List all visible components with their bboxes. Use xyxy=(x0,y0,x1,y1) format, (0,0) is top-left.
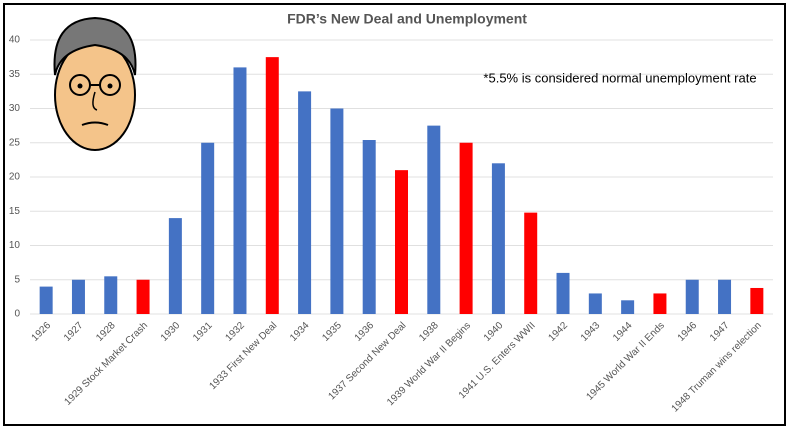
y-tick-label: 30 xyxy=(9,103,21,114)
chart-title: FDR’s New Deal and Unemployment xyxy=(287,11,527,27)
y-tick-label: 5 xyxy=(14,274,20,285)
bar xyxy=(459,142,473,314)
bar xyxy=(750,287,764,314)
y-tick-label: 25 xyxy=(9,137,21,148)
bar xyxy=(71,279,85,314)
bar xyxy=(395,170,408,314)
bar xyxy=(556,272,570,314)
bar xyxy=(427,125,441,314)
bar xyxy=(265,57,279,314)
bar xyxy=(168,218,182,314)
bar xyxy=(330,108,344,314)
bar xyxy=(524,212,538,314)
y-tick-label: 0 xyxy=(14,309,20,320)
bar xyxy=(233,67,247,315)
bar xyxy=(39,286,53,314)
y-tick-label: 40 xyxy=(9,35,21,46)
bar xyxy=(136,279,150,314)
y-tick-label: 15 xyxy=(9,206,21,217)
y-tick-label: 10 xyxy=(9,240,21,251)
bar xyxy=(104,276,118,314)
bar xyxy=(685,279,699,314)
annotation: *5.5% is considered normal unemployment … xyxy=(483,70,756,85)
fdr-caricature xyxy=(53,16,137,151)
bar xyxy=(362,140,376,314)
bar xyxy=(201,142,215,314)
bar xyxy=(653,293,667,314)
bar xyxy=(298,91,312,314)
bar xyxy=(588,293,602,314)
bar xyxy=(718,279,732,314)
bar xyxy=(621,300,635,314)
y-tick-label: 20 xyxy=(9,172,21,183)
y-tick-label: 35 xyxy=(9,69,21,80)
bar xyxy=(491,163,505,314)
